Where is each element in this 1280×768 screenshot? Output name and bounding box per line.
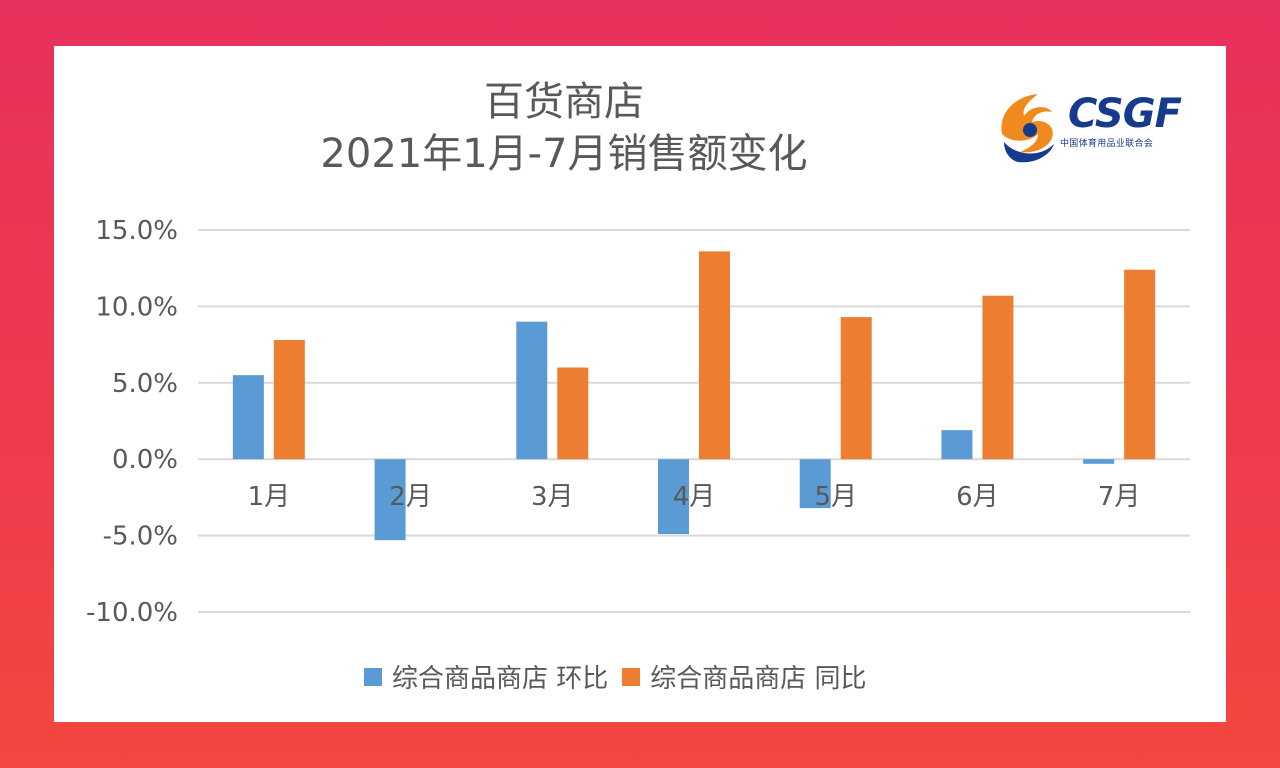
bar-yoy (1124, 269, 1156, 460)
bar-mom (658, 459, 689, 535)
y-tick-label: 0.0% (112, 445, 178, 475)
y-tick-label: -10.0% (86, 598, 178, 628)
bar-chart: 15.0% 10.0% 5.0% 0.0% -5.0% -10.0% 1月 2月 3月 4月 5月… (86, 216, 1190, 628)
y-tick-label: 5.0% (112, 369, 178, 399)
x-tick-label: 7月 (1098, 482, 1141, 512)
x-tick-label: 2月 (389, 482, 432, 512)
y-tick-label: -5.0% (103, 522, 178, 552)
x-tick-label: 1月 (248, 482, 291, 512)
bar-mom (799, 459, 831, 509)
csgf-logo: CSGF 中国体育用品业联合会 (994, 82, 1194, 172)
legend-swatch-yoy (622, 667, 641, 686)
chart-title-line1: 百货商店 (484, 79, 644, 125)
bar-mom (1083, 459, 1115, 464)
bar-yoy (699, 251, 730, 460)
bar-mom (516, 321, 548, 460)
logo-subtitle: 中国体育用品业联合会 (1060, 139, 1154, 149)
legend-item-yoy: 综合商品商店 同比 (622, 658, 867, 695)
bar-mom (941, 430, 973, 460)
bar-yoy (557, 367, 589, 460)
legend: 综合商品商店 环比 综合商品商店 同比 (364, 658, 881, 695)
bar-yoy (840, 317, 872, 460)
bar-yoy (982, 295, 1014, 460)
chart-title: 百货商店 2021年1月-7月销售额变化 (54, 76, 1074, 180)
x-tick-label: 3月 (531, 482, 574, 512)
x-tick-label: 6月 (956, 482, 999, 512)
y-tick-label: 15.0% (95, 216, 178, 246)
y-tick-label: 10.0% (95, 292, 178, 322)
legend-label-yoy: 综合商品商店 同比 (650, 664, 867, 694)
x-tick-label: 4月 (673, 482, 716, 512)
legend-item-mom: 综合商品商店 环比 (364, 658, 608, 695)
legend-swatch-mom (364, 667, 382, 686)
bar-mom (374, 459, 406, 541)
chart-card: 百货商店 2021年1月-7月销售额变化 CSGF 中国体育用品业联合会 15.… (54, 46, 1226, 722)
legend-label-mom: 综合商品商店 环比 (392, 664, 609, 694)
x-tick-label: 5月 (814, 482, 857, 512)
bar-yoy (273, 340, 305, 460)
logo-text: CSGF (1068, 91, 1182, 137)
bar-mom (232, 375, 264, 460)
csgf-swirl-icon (1001, 94, 1054, 163)
chart-title-line2: 2021年1月-7月销售额变化 (320, 131, 808, 177)
